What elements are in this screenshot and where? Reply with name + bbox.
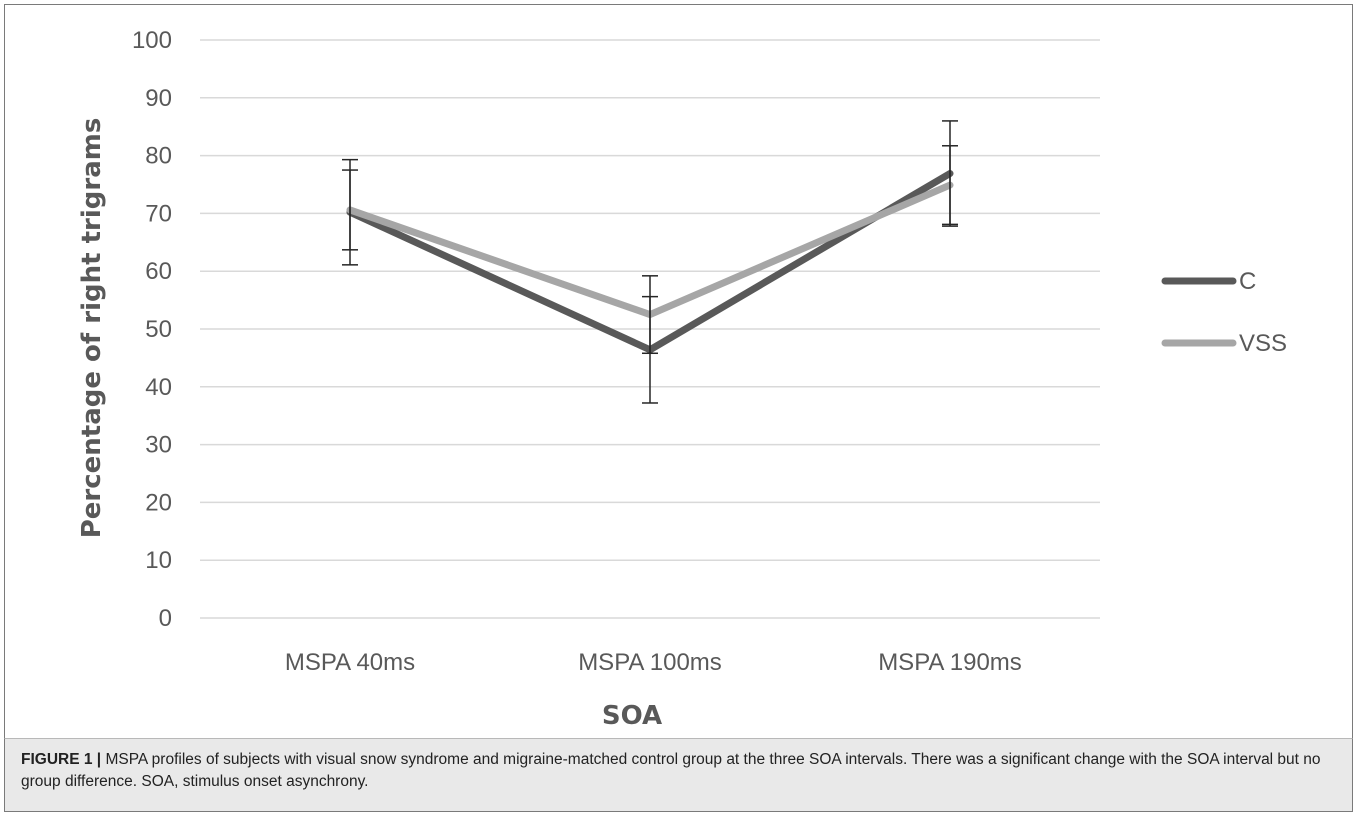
x-tick-labels: MSPA 40ms MSPA 100ms MSPA 190ms xyxy=(285,649,1022,676)
x-axis-title: SOA xyxy=(602,701,662,731)
error-bar-vss-1 xyxy=(642,275,658,355)
y-tick-label-7: 70 xyxy=(145,200,172,227)
y-tick-labels: 0 10 20 30 40 50 60 70 80 90 100 xyxy=(132,27,172,632)
legend: C VSS xyxy=(1161,268,1287,357)
y-tick-label-3: 30 xyxy=(145,432,172,459)
line-chart: 0 10 20 30 40 50 60 70 80 90 100 MSPA 40ms MSPA 100… xyxy=(77,27,1287,731)
y-tick-label-2: 20 xyxy=(145,489,172,516)
error-bars xyxy=(342,120,958,404)
y-axis-title: Percentage of right trigrams xyxy=(77,118,107,539)
y-tick-label-5: 50 xyxy=(145,316,172,343)
y-tick-label-0: 0 xyxy=(159,605,172,632)
legend-label-vss: VSS xyxy=(1239,330,1287,357)
figure-frame xyxy=(4,4,1353,812)
legend-label-c: C xyxy=(1239,268,1256,295)
error-bar-vss-2 xyxy=(942,145,958,226)
y-tick-label-8: 80 xyxy=(145,143,172,170)
y-tick-label-4: 40 xyxy=(145,374,172,401)
caption-label: FIGURE 1 | xyxy=(21,751,102,768)
x-tick-label-1: MSPA 100ms xyxy=(578,649,722,676)
x-tick-label-0: MSPA 40ms xyxy=(285,649,415,676)
y-tick-label-1: 10 xyxy=(145,547,172,574)
y-tick-label-9: 90 xyxy=(145,85,172,112)
caption-text: MSPA profiles of subjects with visual sn… xyxy=(21,751,1321,790)
figure-caption: FIGURE 1 | MSPA profiles of subjects wit… xyxy=(4,738,1353,812)
y-tick-label-6: 60 xyxy=(145,258,172,285)
x-tick-label-2: MSPA 190ms xyxy=(878,649,1022,676)
error-bar-vss-0 xyxy=(342,169,358,251)
y-tick-label-10: 100 xyxy=(132,27,172,54)
gridlines xyxy=(200,39,1100,619)
